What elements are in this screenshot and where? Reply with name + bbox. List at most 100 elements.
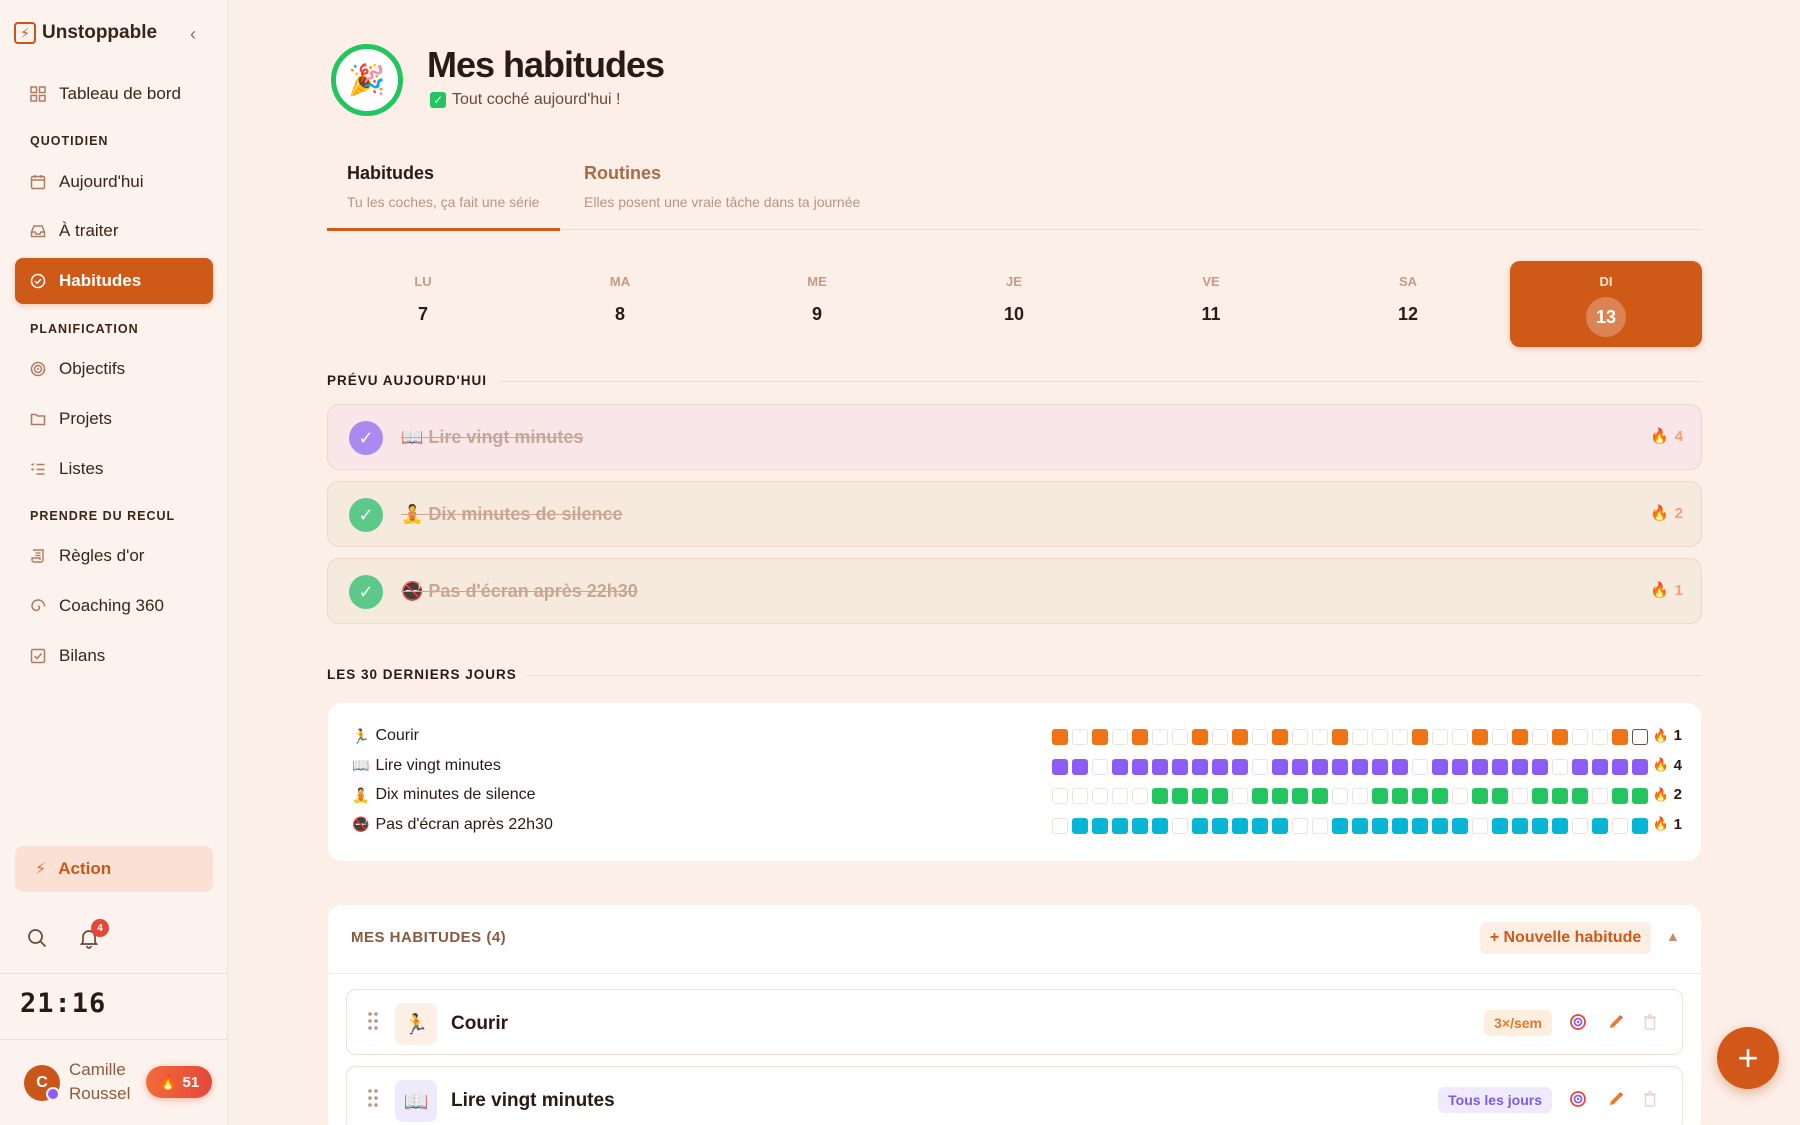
sidebar-item-golden-rules[interactable]: Règles d'or	[15, 533, 213, 579]
day-cell[interactable]	[1192, 788, 1208, 804]
day-cell[interactable]	[1432, 758, 1448, 775]
user-name[interactable]: Camille Roussel	[69, 1060, 131, 1103]
day-cell[interactable]	[1452, 788, 1468, 804]
day-cell[interactable]	[1312, 729, 1328, 745]
day-cell[interactable]	[1112, 758, 1128, 775]
day-cell[interactable]	[1092, 729, 1108, 745]
day-cell[interactable]	[1272, 758, 1288, 775]
add-fab-button[interactable]: +	[1717, 1027, 1779, 1089]
sidebar-item-habits[interactable]: Habitudes	[15, 258, 213, 304]
day-cell[interactable]	[1192, 729, 1208, 745]
day-cell[interactable]	[1512, 729, 1528, 745]
today-habit-row[interactable]: ✓ 📖 Lire vingt minutes 🔥 4	[327, 404, 1702, 470]
day-cell[interactable]	[1352, 788, 1368, 804]
day-cell[interactable]	[1532, 758, 1548, 775]
day-cell[interactable]	[1372, 817, 1388, 834]
day-cell[interactable]	[1152, 758, 1168, 775]
day-cell[interactable]	[1472, 729, 1488, 745]
day-cell[interactable]	[1092, 817, 1108, 834]
tab-habits[interactable]: Habitudes Tu les coches, ça fait une sér…	[347, 163, 539, 210]
day-cell[interactable]	[1452, 758, 1468, 775]
sidebar-item-reviews[interactable]: Bilans	[15, 633, 213, 679]
sidebar-item-dashboard[interactable]: Tableau de bord	[15, 71, 213, 117]
day-cell[interactable]	[1212, 788, 1228, 804]
day-cell[interactable]	[1132, 817, 1148, 834]
day-cell[interactable]	[1252, 729, 1268, 745]
day-wednesday[interactable]: ME 9	[721, 261, 913, 347]
day-cell[interactable]	[1632, 817, 1648, 834]
day-cell[interactable]	[1132, 729, 1148, 745]
day-cell[interactable]	[1232, 729, 1248, 745]
day-cell[interactable]	[1112, 817, 1128, 834]
day-cell[interactable]	[1152, 817, 1168, 834]
day-cell[interactable]	[1592, 729, 1608, 745]
day-cell[interactable]	[1132, 788, 1148, 804]
drag-handle-icon[interactable]	[367, 1088, 379, 1110]
day-cell[interactable]	[1572, 729, 1588, 745]
day-cell[interactable]	[1252, 817, 1268, 834]
trash-icon[interactable]	[1640, 1089, 1660, 1109]
day-cell[interactable]	[1632, 729, 1648, 745]
day-cell[interactable]	[1492, 729, 1508, 745]
day-cell[interactable]	[1552, 729, 1568, 745]
day-cell[interactable]	[1592, 788, 1608, 804]
day-cell[interactable]	[1392, 729, 1408, 745]
day-cell[interactable]	[1112, 788, 1128, 804]
day-cell[interactable]	[1472, 817, 1488, 834]
new-habit-button[interactable]: + Nouvelle habitude	[1480, 922, 1651, 954]
day-cell[interactable]	[1192, 758, 1208, 775]
day-cell[interactable]	[1232, 817, 1248, 834]
edit-pencil-icon[interactable]	[1606, 1089, 1626, 1109]
day-cell[interactable]	[1092, 788, 1108, 804]
day-tuesday[interactable]: MA 8	[524, 261, 716, 347]
day-cell[interactable]	[1492, 817, 1508, 834]
day-cell[interactable]	[1372, 758, 1388, 775]
day-cell[interactable]	[1432, 788, 1448, 804]
habit-check-button[interactable]: ✓	[349, 421, 383, 455]
habit-check-button[interactable]: ✓	[349, 498, 383, 532]
day-cell[interactable]	[1532, 788, 1548, 804]
day-cell[interactable]	[1252, 758, 1268, 775]
day-cell[interactable]	[1212, 758, 1228, 775]
day-cell[interactable]	[1452, 729, 1468, 745]
sidebar-item-goals[interactable]: Objectifs	[15, 346, 213, 392]
day-cell[interactable]	[1412, 758, 1428, 775]
sidebar-item-todo[interactable]: À traiter	[15, 208, 213, 254]
day-cell[interactable]	[1332, 758, 1348, 775]
brand[interactable]: ⚡ Unstoppable	[14, 22, 157, 44]
sidebar-item-projects[interactable]: Projets	[15, 396, 213, 442]
day-friday[interactable]: VE 11	[1115, 261, 1307, 347]
goal-target-icon[interactable]	[1568, 1089, 1588, 1109]
day-cell[interactable]	[1632, 788, 1648, 804]
day-cell[interactable]	[1532, 817, 1548, 834]
day-cell[interactable]	[1472, 788, 1488, 804]
day-cell[interactable]	[1152, 788, 1168, 804]
sidebar-item-lists[interactable]: Listes	[15, 446, 213, 492]
day-cell[interactable]	[1612, 817, 1628, 834]
day-cell[interactable]	[1552, 817, 1568, 834]
collapse-sidebar-button[interactable]: ‹	[190, 24, 196, 44]
day-cell[interactable]	[1532, 729, 1548, 745]
day-cell[interactable]	[1392, 817, 1408, 834]
day-cell[interactable]	[1152, 729, 1168, 745]
day-sunday[interactable]: DI 13	[1510, 261, 1702, 347]
day-cell[interactable]	[1512, 788, 1528, 804]
day-cell[interactable]	[1272, 788, 1288, 804]
day-cell[interactable]	[1332, 788, 1348, 804]
day-cell[interactable]	[1592, 758, 1608, 775]
today-habit-row[interactable]: ✓ 🚭 Pas d'écran après 22h30 🔥 1	[327, 558, 1702, 624]
day-cell[interactable]	[1172, 788, 1188, 804]
day-cell[interactable]	[1212, 817, 1228, 834]
day-cell[interactable]	[1412, 729, 1428, 745]
day-cell[interactable]	[1312, 788, 1328, 804]
day-cell[interactable]	[1412, 817, 1428, 834]
today-habit-row[interactable]: ✓ 🧘 Dix minutes de silence 🔥 2	[327, 481, 1702, 547]
day-cell[interactable]	[1052, 729, 1068, 745]
day-cell[interactable]	[1452, 817, 1468, 834]
day-cell[interactable]	[1572, 758, 1588, 775]
tab-routines[interactable]: Routines Elles posent une vraie tâche da…	[584, 163, 860, 210]
collapse-section-button[interactable]: ▲	[1666, 928, 1680, 944]
day-cell[interactable]	[1292, 788, 1308, 804]
day-cell[interactable]	[1512, 817, 1528, 834]
sidebar-item-today[interactable]: Aujourd'hui	[15, 159, 213, 205]
